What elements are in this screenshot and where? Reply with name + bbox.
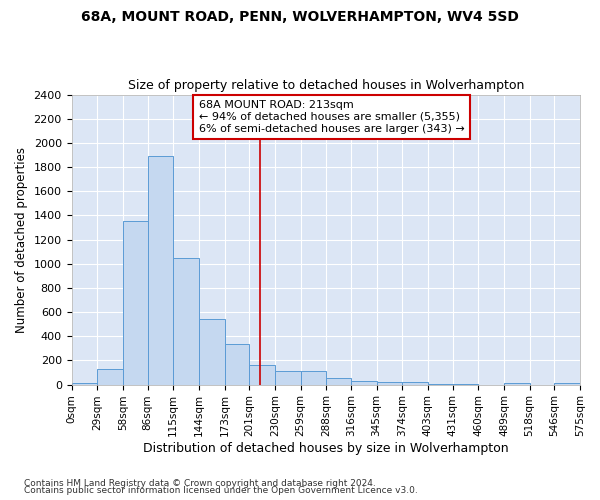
Y-axis label: Number of detached properties: Number of detached properties	[15, 146, 28, 332]
Bar	[377, 382, 402, 384]
Bar	[275, 372, 301, 384]
Bar	[402, 382, 428, 384]
Text: 68A MOUNT ROAD: 213sqm
← 94% of detached houses are smaller (5,355)
6% of semi-d: 68A MOUNT ROAD: 213sqm ← 94% of detached…	[199, 100, 464, 134]
Bar	[97, 369, 123, 384]
Bar	[301, 372, 326, 384]
Bar	[326, 378, 351, 384]
Bar	[148, 156, 173, 384]
Title: Size of property relative to detached houses in Wolverhampton: Size of property relative to detached ho…	[128, 79, 524, 92]
Bar	[173, 258, 199, 384]
Text: 68A, MOUNT ROAD, PENN, WOLVERHAMPTON, WV4 5SD: 68A, MOUNT ROAD, PENN, WOLVERHAMPTON, WV…	[81, 10, 519, 24]
Bar	[504, 383, 530, 384]
Text: Contains public sector information licensed under the Open Government Licence v3: Contains public sector information licen…	[24, 486, 418, 495]
Bar	[554, 383, 580, 384]
X-axis label: Distribution of detached houses by size in Wolverhampton: Distribution of detached houses by size …	[143, 442, 509, 455]
Bar	[199, 318, 224, 384]
Bar	[249, 364, 275, 384]
Bar	[224, 344, 249, 385]
Bar	[123, 222, 148, 384]
Text: Contains HM Land Registry data © Crown copyright and database right 2024.: Contains HM Land Registry data © Crown c…	[24, 478, 376, 488]
Bar	[71, 383, 97, 384]
Bar	[351, 381, 377, 384]
